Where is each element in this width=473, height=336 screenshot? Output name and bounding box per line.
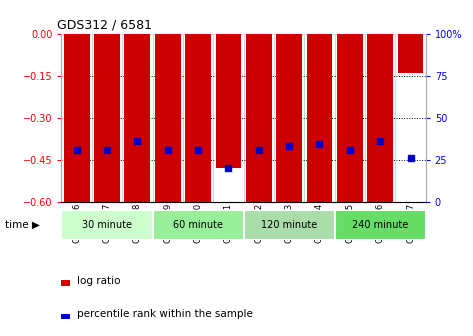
Bar <box>334 34 365 202</box>
Bar <box>124 34 150 202</box>
Text: percentile rank within the sample: percentile rank within the sample <box>77 309 253 319</box>
Bar <box>244 34 274 202</box>
Bar <box>334 210 426 240</box>
Bar <box>92 34 122 202</box>
Bar <box>94 34 120 202</box>
Bar <box>152 34 183 202</box>
Bar <box>64 34 89 202</box>
Bar <box>185 34 211 202</box>
Bar <box>337 34 363 202</box>
Bar <box>216 34 241 168</box>
Bar <box>155 34 181 202</box>
Bar <box>307 34 333 202</box>
Bar <box>244 210 334 240</box>
Bar <box>61 34 92 202</box>
Text: 60 minute: 60 minute <box>173 220 223 230</box>
Bar <box>122 34 152 202</box>
Bar <box>152 210 244 240</box>
Text: 30 minute: 30 minute <box>82 220 132 230</box>
Bar <box>367 34 393 202</box>
Bar <box>304 34 334 202</box>
Bar <box>61 210 152 240</box>
Bar <box>398 34 423 73</box>
Text: log ratio: log ratio <box>77 276 121 286</box>
Text: 240 minute: 240 minute <box>352 220 408 230</box>
Text: GDS312 / 6581: GDS312 / 6581 <box>57 18 152 32</box>
Bar <box>395 34 426 202</box>
Text: time ▶: time ▶ <box>5 220 40 230</box>
Bar <box>183 34 213 202</box>
Bar <box>276 34 302 202</box>
Bar <box>365 34 395 202</box>
Bar <box>274 34 304 202</box>
Bar <box>246 34 272 202</box>
Text: 120 minute: 120 minute <box>261 220 317 230</box>
Bar <box>213 34 244 202</box>
